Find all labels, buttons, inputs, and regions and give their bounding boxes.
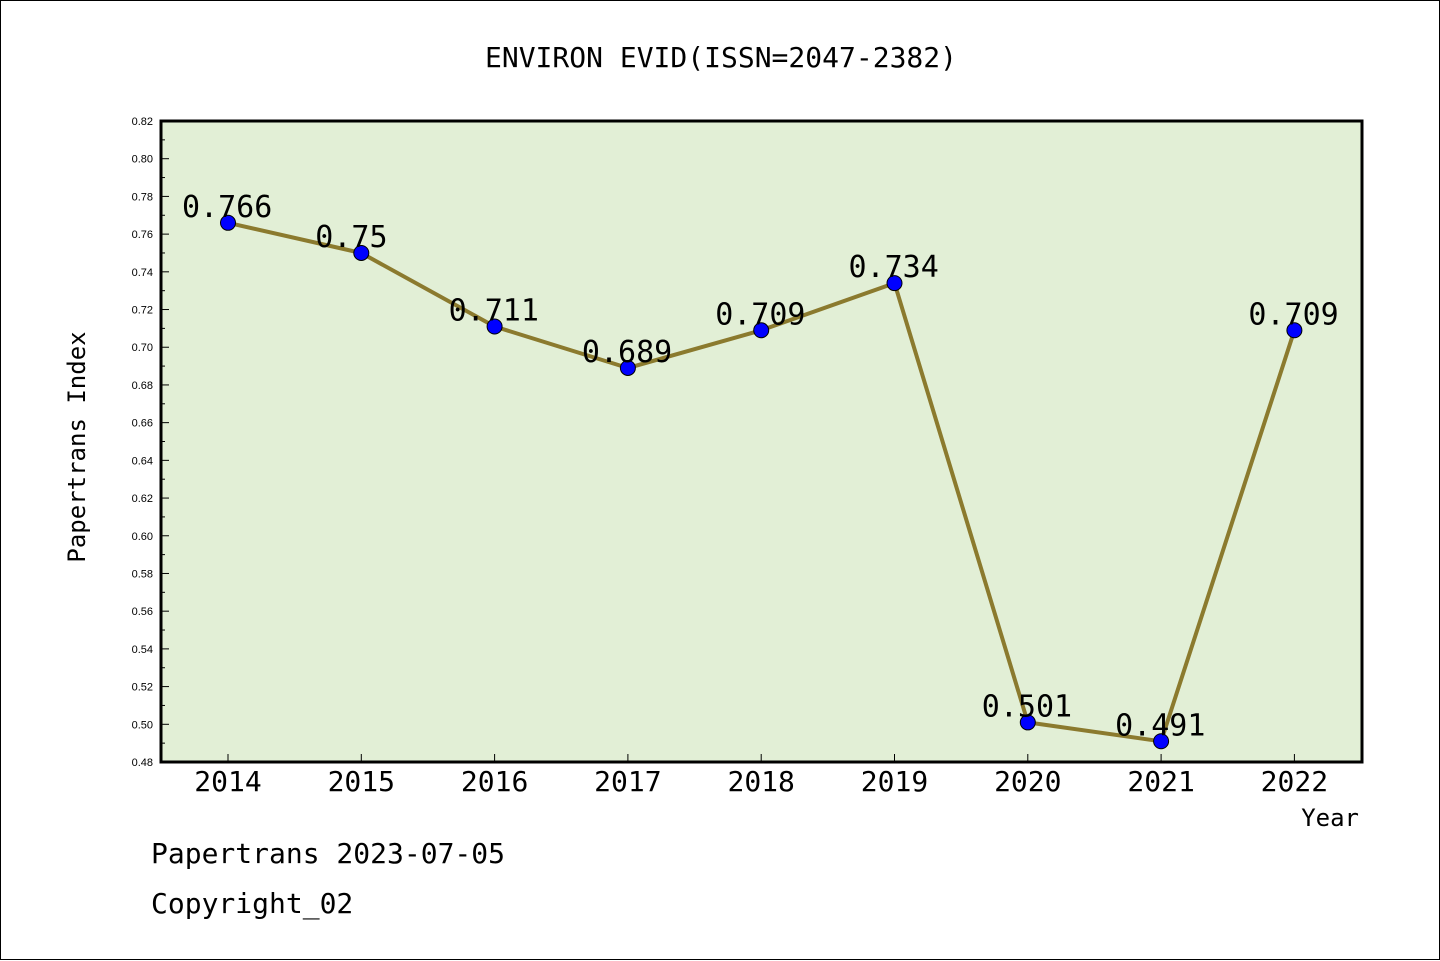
x-tick-label: 2014 xyxy=(194,765,261,798)
y-tick-label: 0.76 xyxy=(132,229,153,241)
footer-date: Papertrans 2023-07-05 xyxy=(151,837,506,870)
data-point xyxy=(1019,714,1036,731)
y-tick-label: 0.58 xyxy=(132,568,153,580)
data-point xyxy=(753,322,770,339)
data-label: 0.766 xyxy=(182,190,272,225)
data-label: 0.734 xyxy=(849,250,939,285)
x-tick-label: 2021 xyxy=(1127,765,1194,798)
data-label: 0.689 xyxy=(582,335,672,370)
x-tick-label: 2022 xyxy=(1261,765,1328,798)
data-label: 0.709 xyxy=(715,297,805,332)
y-tick-label: 0.68 xyxy=(132,380,153,392)
x-tick-label: 2019 xyxy=(861,765,928,798)
y-tick-label: 0.48 xyxy=(132,757,153,769)
y-tick-label: 0.74 xyxy=(132,267,153,279)
y-tick-label: 0.60 xyxy=(132,531,153,543)
data-point xyxy=(1286,322,1303,339)
x-axis-ticks: 2014 2015 2016 2017 2018 2019 2020 2021 2022 xyxy=(194,754,1328,798)
y-tick-label: 0.52 xyxy=(132,682,153,694)
data-label: 0.501 xyxy=(982,689,1072,724)
data-point xyxy=(886,275,903,292)
y-axis-label: Papertrans Index xyxy=(63,331,91,562)
series-group xyxy=(220,214,1303,750)
y-tick-label: 0.56 xyxy=(132,606,153,618)
data-point xyxy=(220,214,236,231)
y-tick-label: 0.82 xyxy=(132,116,153,128)
data-label: 0.709 xyxy=(1248,297,1338,332)
y-tick-label: 0.66 xyxy=(132,418,153,430)
data-point xyxy=(1153,733,1170,750)
y-tick-label: 0.78 xyxy=(132,191,153,203)
data-label: 0.711 xyxy=(449,293,539,328)
y-tick-label: 0.70 xyxy=(132,342,153,354)
data-point xyxy=(353,244,370,261)
y-tick-label: 0.64 xyxy=(132,455,153,467)
x-tick-label: 2015 xyxy=(328,765,395,798)
footer-copyright: Copyright_02 xyxy=(151,887,354,920)
y-axis-ticks: 0.48 0.50 0.52 0.54 0.56 0.58 0.60 0.62 0.64 0.66… xyxy=(132,116,169,769)
y-tick-label: 0.50 xyxy=(132,719,153,731)
plot-area xyxy=(159,119,1364,764)
y-tick-label: 0.62 xyxy=(132,493,153,505)
y-tick-label: 0.80 xyxy=(132,154,153,166)
x-tick-label: 2016 xyxy=(461,765,528,798)
chart-title: ENVIRON EVID(ISSN=2047-2382) xyxy=(485,41,957,74)
y-tick-label: 0.72 xyxy=(132,305,153,317)
data-label: 0.75 xyxy=(315,220,387,255)
x-tick-label: 2017 xyxy=(594,765,661,798)
data-label: 0.491 xyxy=(1115,708,1205,743)
data-point xyxy=(619,359,636,376)
y-tick-label: 0.54 xyxy=(132,644,153,656)
data-labels-group: 0.766 0.75 0.711 0.689 0.709 0.734 0.501 0.491 0… xyxy=(182,190,1339,743)
x-tick-label: 2018 xyxy=(727,765,794,798)
x-tick-label: 2020 xyxy=(994,765,1061,798)
x-axis-label: Year xyxy=(1301,804,1359,832)
data-point xyxy=(486,318,503,335)
